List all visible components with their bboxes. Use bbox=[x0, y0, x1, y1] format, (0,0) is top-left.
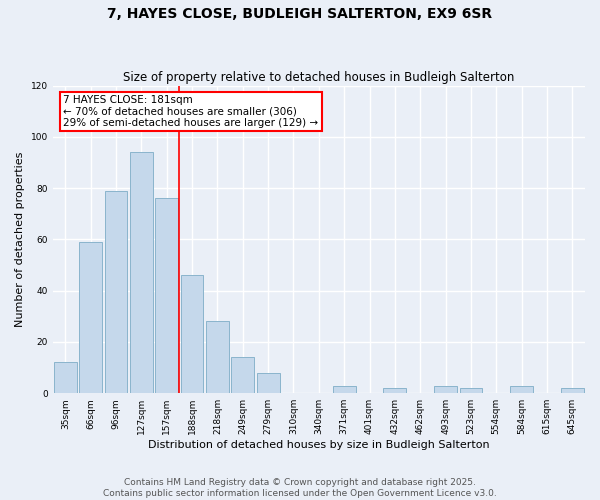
Bar bbox=[383, 388, 406, 393]
Bar bbox=[181, 276, 203, 393]
Y-axis label: Number of detached properties: Number of detached properties bbox=[15, 152, 25, 327]
Title: Size of property relative to detached houses in Budleigh Salterton: Size of property relative to detached ho… bbox=[123, 72, 515, 85]
Bar bbox=[130, 152, 153, 393]
Text: Contains HM Land Registry data © Crown copyright and database right 2025.
Contai: Contains HM Land Registry data © Crown c… bbox=[103, 478, 497, 498]
Bar bbox=[79, 242, 102, 393]
Bar bbox=[155, 198, 178, 393]
Bar bbox=[510, 386, 533, 393]
Bar bbox=[54, 362, 77, 393]
Bar bbox=[333, 386, 356, 393]
Bar bbox=[206, 322, 229, 393]
Bar bbox=[232, 358, 254, 393]
Bar bbox=[257, 372, 280, 393]
Bar bbox=[561, 388, 584, 393]
X-axis label: Distribution of detached houses by size in Budleigh Salterton: Distribution of detached houses by size … bbox=[148, 440, 490, 450]
Text: 7 HAYES CLOSE: 181sqm
← 70% of detached houses are smaller (306)
29% of semi-det: 7 HAYES CLOSE: 181sqm ← 70% of detached … bbox=[64, 95, 319, 128]
Bar bbox=[434, 386, 457, 393]
Bar bbox=[104, 190, 127, 393]
Bar bbox=[460, 388, 482, 393]
Text: 7, HAYES CLOSE, BUDLEIGH SALTERTON, EX9 6SR: 7, HAYES CLOSE, BUDLEIGH SALTERTON, EX9 … bbox=[107, 8, 493, 22]
